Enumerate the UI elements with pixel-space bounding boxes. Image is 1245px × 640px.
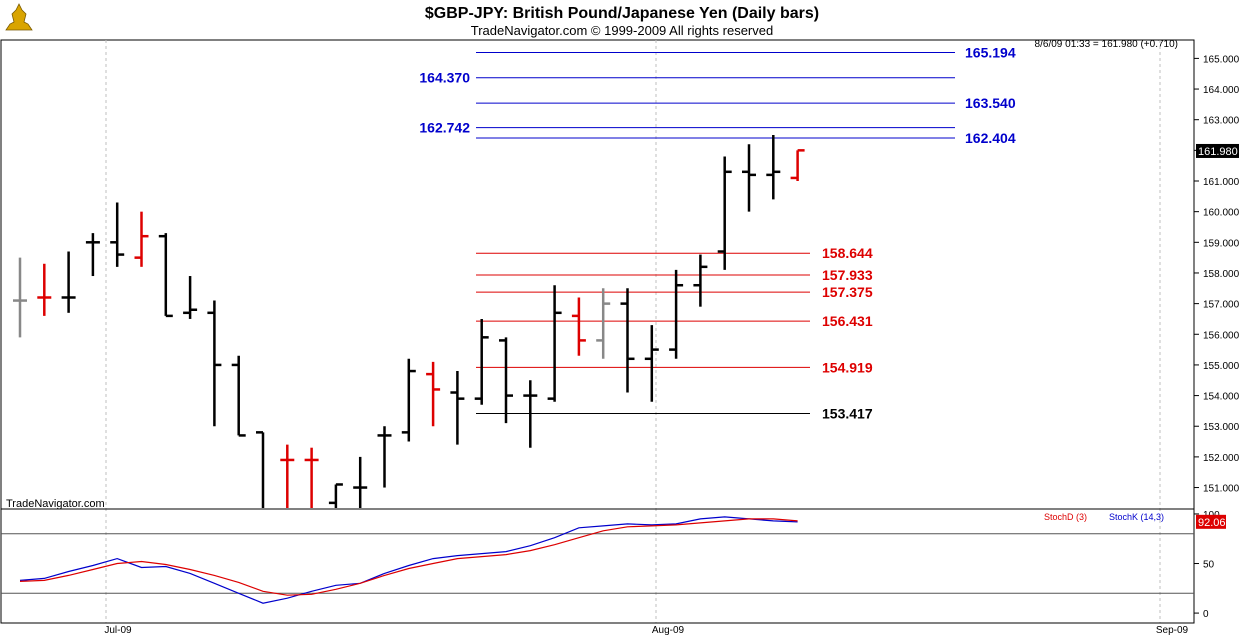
price-axis: 151.000 152.000 153.000 154.000 155.000 156.0… [1194,54,1240,495]
level-label: 156.431 [822,313,873,329]
y-tick-label: 151.000 [1203,484,1240,495]
level-label: 157.933 [822,267,873,283]
level-lines: 165.194 164.370 163.540 162.742 162.404 158.6… [419,44,1015,421]
level-label: 162.404 [965,130,1016,146]
x-tick-label: Jul-09 [104,625,132,636]
stochastic-panel [0,508,1195,624]
y-tick-label: 159.000 [1203,238,1240,249]
level-label: 157.375 [822,284,873,300]
stochastic-series-line [19,516,798,604]
last-stoch-box [1196,514,1226,529]
last-price-box [1196,143,1239,158]
level-label: 153.417 [822,405,873,421]
level-label: 164.370 [419,70,470,86]
last-stoch-marker: 92.06 [1196,514,1226,529]
stochastic-y-tick-label: 50 [1203,560,1215,571]
y-tick-label: 158.000 [1203,269,1240,280]
last-stoch-label: 92.06 [1198,517,1226,529]
y-tick-label: 156.000 [1203,330,1240,341]
y-tick-label: 164.000 [1203,85,1240,96]
chart-subtitle: TradeNavigator.com © 1999-2009 All right… [471,23,773,38]
legend-stoch-k: StochK (14,3) [1109,512,1164,522]
watermark: TradeNavigator.com [6,498,105,510]
y-tick-label: 160.000 [1203,208,1240,219]
x-tick-label: Aug-09 [652,625,685,636]
chart-title: $GBP-JPY: British Pound/Japanese Yen (Da… [425,5,819,22]
x-axis: Jul-09 Aug-09 Sep-09 [104,625,1188,636]
level-label: 165.194 [965,44,1016,60]
price-grid [105,40,1161,623]
logo [5,3,33,31]
y-tick-label: 165.000 [1203,54,1240,65]
ohlc-bars [13,135,805,508]
stochastic-series-line [19,518,798,596]
x-tick-label: Sep-09 [1156,625,1189,636]
stochastic-grid [1,533,1194,594]
y-tick-label: 154.000 [1203,392,1240,403]
last-price-marker: 161.980 [1196,143,1239,158]
last-price-label: 161.980 [1198,146,1238,158]
level-label: 158.644 [822,245,873,261]
y-tick-label: 163.000 [1203,116,1240,127]
y-tick-label: 157.000 [1203,300,1240,311]
y-tick-label: 155.000 [1203,361,1240,372]
y-tick-label: 152.000 [1203,453,1240,464]
level-label: 154.919 [822,359,873,375]
stochastic-y-tick-label: 0 [1203,609,1209,620]
y-tick-label: 161.000 [1203,177,1240,188]
quote-readout: 8/6/09 01:33 = 161.980 (+0.710) [1035,39,1178,50]
y-tick-label: 153.000 [1203,422,1240,433]
stochastic-lines [19,516,798,604]
legend-stoch-d: StochD (3) [1044,512,1087,522]
level-label: 163.540 [965,95,1016,111]
level-label: 162.742 [419,120,470,136]
trophy-logo-icon [5,3,33,31]
